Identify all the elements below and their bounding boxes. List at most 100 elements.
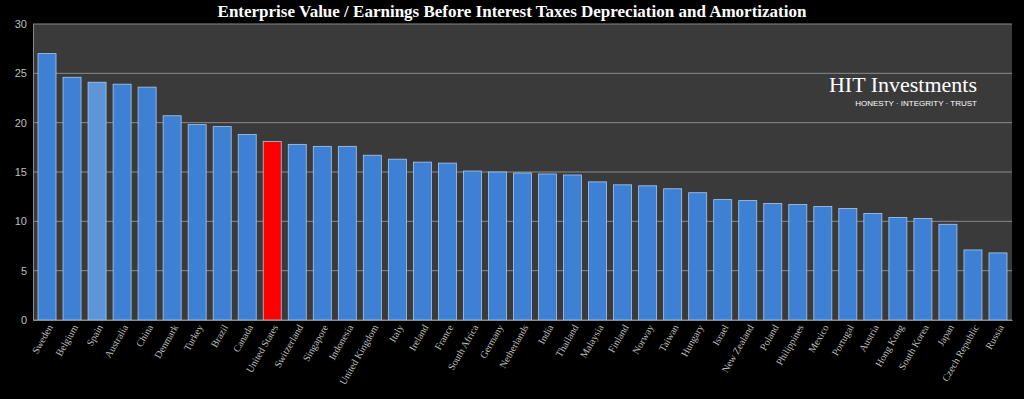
- x-tick-label: South Africa: [446, 322, 481, 372]
- bar: [864, 213, 882, 320]
- x-tick: Taiwan: [657, 320, 681, 353]
- y-tick: 15: [15, 166, 33, 178]
- bar: [188, 125, 206, 320]
- y-tick: 5: [21, 265, 33, 277]
- y-tick-label: 25: [15, 67, 27, 79]
- bar: [689, 193, 707, 320]
- x-tick: Russia: [983, 320, 1006, 351]
- bar: [564, 175, 582, 320]
- x-tick-label: Turkey: [181, 323, 205, 353]
- bar: [238, 135, 256, 320]
- x-tick-label: Japan: [935, 323, 956, 348]
- bar: [639, 186, 657, 320]
- bar: [63, 77, 81, 320]
- bar: [38, 54, 56, 320]
- y-tick-label: 5: [21, 265, 27, 277]
- y-tick-label: 10: [15, 215, 27, 227]
- x-tick-label: India: [536, 322, 556, 346]
- x-tick: Austria: [857, 320, 882, 354]
- x-tick-label: Taiwan: [657, 323, 681, 354]
- x-tick-label: Brazil: [208, 322, 230, 349]
- x-tick: Netherlands: [497, 320, 531, 370]
- x-tick-label: Mexico: [806, 323, 831, 355]
- x-tick-label: Poland: [757, 323, 780, 353]
- x-tick-label: Belgium: [53, 322, 80, 358]
- y-tick-label: 0: [21, 314, 27, 326]
- plot: 051015202530SwedenBelgiumSpainAustraliaC…: [15, 18, 1013, 387]
- bar: [263, 141, 281, 320]
- x-tick-label: Spain: [84, 323, 105, 348]
- x-tick: Mexico: [806, 320, 831, 355]
- chart-svg: 051015202530SwedenBelgiumSpainAustraliaC…: [0, 0, 1024, 399]
- x-tick: Malaysia: [578, 320, 606, 360]
- bar: [288, 144, 306, 320]
- x-tick: Ireland: [407, 320, 431, 353]
- x-tick: Belgium: [53, 320, 80, 358]
- x-tick: Hungary: [679, 320, 706, 358]
- x-tick: Czech Republic: [940, 320, 982, 383]
- x-tick: South Korea: [896, 320, 931, 372]
- x-tick: Brazil: [208, 320, 230, 349]
- bar: [839, 209, 857, 320]
- x-tick: Germany: [477, 320, 505, 360]
- x-tick-label: Russia: [983, 322, 1006, 351]
- x-tick-label: Austria: [857, 322, 882, 353]
- x-tick-label: Germany: [477, 323, 505, 361]
- y-tick: 25: [15, 67, 33, 79]
- x-tick: Philippines: [774, 320, 806, 367]
- x-tick-label: Denmark: [152, 323, 180, 361]
- background: [0, 0, 1024, 399]
- x-tick: Australia: [102, 320, 130, 360]
- x-tick: Israel: [710, 320, 731, 347]
- x-tick: France: [432, 320, 455, 352]
- x-tick-label: Czech Republic: [940, 322, 982, 383]
- bar: [714, 200, 732, 320]
- bar: [764, 204, 782, 320]
- x-tick-label: Australia: [102, 322, 130, 360]
- x-tick-label: Philippines: [774, 323, 806, 368]
- bar: [163, 116, 181, 320]
- x-tick: New Zealand: [719, 320, 755, 375]
- x-tick: Japan: [935, 320, 956, 348]
- bar: [338, 146, 356, 320]
- x-tick: China: [134, 320, 156, 349]
- x-tick-label: New Zealand: [719, 323, 755, 375]
- y-axis-line: [33, 25, 34, 321]
- x-tick-label: Finland: [606, 323, 631, 355]
- bar: [614, 185, 632, 320]
- bar: [789, 205, 807, 320]
- x-tick-label: Ireland: [407, 323, 431, 353]
- bar: [138, 87, 156, 320]
- grid: [33, 24, 1012, 320]
- x-tick-label: United Kingdom: [337, 322, 380, 386]
- bar: [413, 162, 431, 320]
- x-tick: Denmark: [152, 320, 180, 360]
- bar: [488, 172, 506, 320]
- y-axis: 051015202530: [15, 18, 34, 326]
- bar: [539, 174, 557, 320]
- x-tick-label: South Korea: [896, 322, 931, 372]
- bar: [313, 146, 331, 320]
- x-tick-label: Norway: [630, 323, 656, 356]
- logo-title: HIT Investments: [829, 72, 977, 97]
- bar: [889, 217, 907, 320]
- x-tick: South Africa: [446, 320, 481, 372]
- bar: [589, 182, 607, 320]
- bar: [363, 155, 381, 320]
- bar: [388, 159, 406, 320]
- chart-container: 051015202530SwedenBelgiumSpainAustraliaC…: [0, 0, 1024, 399]
- x-tick: Finland: [606, 320, 631, 355]
- bar: [513, 173, 531, 320]
- bar: [438, 163, 456, 320]
- chart-title: Enterprise Value / Earnings Before Inter…: [218, 2, 807, 21]
- x-tick-label: Israel: [710, 322, 731, 347]
- x-tick: Canada: [231, 320, 256, 354]
- plot-area: [33, 24, 1012, 320]
- bar: [88, 82, 106, 320]
- bar: [113, 84, 131, 320]
- x-tick-label: Netherlands: [497, 323, 531, 370]
- bar: [939, 224, 957, 320]
- x-tick-label: Hungary: [679, 323, 706, 359]
- y-tick: 10: [15, 215, 33, 227]
- bar: [213, 127, 231, 320]
